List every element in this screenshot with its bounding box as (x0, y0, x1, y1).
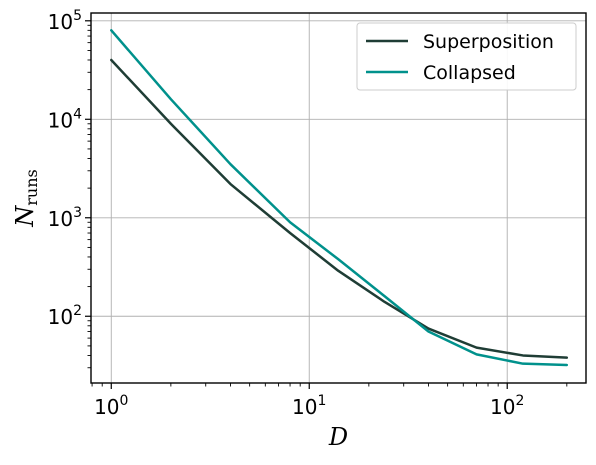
y-tick-label-base: 10 (48, 305, 73, 329)
y-axis-label-subscript: runs (22, 169, 41, 205)
plot-frame (90, 12, 587, 384)
legend-label-superposition: Superposition (423, 31, 554, 53)
y-axis-label-main: N (11, 205, 39, 228)
y-tick-label-base: 10 (48, 207, 73, 231)
x-axis-label: D (328, 423, 348, 451)
x-tick-labels: 100 101 102 (94, 393, 524, 419)
x-tick-label: 101 (292, 393, 326, 419)
y-tick-label-exponent: 2 (73, 303, 82, 319)
y-tick-label-exponent: 5 (73, 8, 82, 24)
y-axis-label: Nruns (11, 169, 41, 227)
legend: Superposition Collapsed (356, 22, 577, 91)
x-tick-label-exponent: 2 (515, 393, 524, 409)
series-line-superposition (110, 58, 569, 359)
series-line-collapsed (110, 29, 569, 367)
legend-label-collapsed: Collapsed (423, 62, 516, 84)
x-tick-label: 100 (94, 393, 128, 419)
y-tick-label: 105 (48, 8, 82, 34)
x-tick-label-base: 10 (490, 395, 515, 419)
x-tick-label-base: 10 (292, 395, 317, 419)
x-tick-label-exponent: 0 (120, 393, 129, 409)
major-ticks (85, 20, 508, 389)
y-tick-label: 103 (48, 205, 82, 231)
y-tick-label-exponent: 3 (73, 205, 82, 221)
y-tick-label-base: 10 (48, 10, 73, 34)
y-tick-label-exponent: 4 (73, 106, 82, 122)
x-tick-label-base: 10 (94, 395, 119, 419)
series-lines (110, 29, 569, 367)
y-tick-label-base: 10 (48, 108, 73, 132)
x-tick-label: 102 (490, 393, 524, 419)
legend-box (356, 22, 577, 91)
y-tick-label: 102 (48, 303, 82, 329)
x-tick-label-exponent: 1 (318, 393, 327, 409)
y-tick-label: 104 (48, 106, 82, 132)
